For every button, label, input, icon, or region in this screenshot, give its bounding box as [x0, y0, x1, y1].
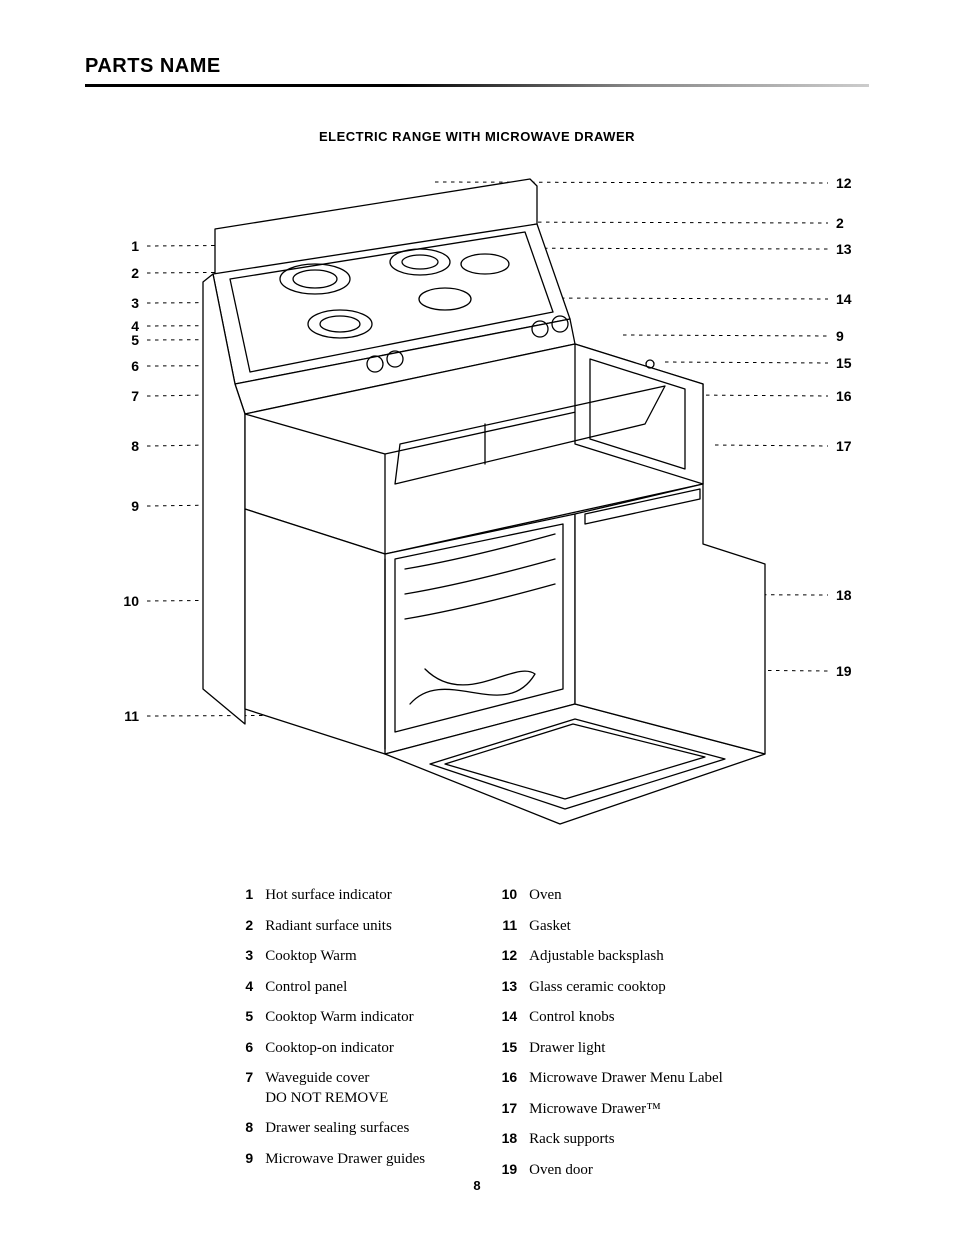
legend-num: 16 [495, 1069, 517, 1085]
legend-num: 15 [495, 1039, 517, 1055]
legend-item-2: 2 Radiant surface units [231, 917, 425, 937]
legend-item-9: 9 Microwave Drawer guides [231, 1150, 425, 1170]
diagram-title: ELECTRIC RANGE WITH MICROWAVE DRAWER [85, 129, 869, 144]
legend-item-8: 8 Drawer sealing surfaces [231, 1119, 425, 1139]
legend-column-2: 10 Oven 11 Gasket 12 Adjustable backsplash 13 G… [495, 886, 723, 1180]
callout-5: 5 [117, 333, 143, 347]
legend-column-1: 1 Hot surface indicator 2 Radiant surface u… [231, 886, 425, 1180]
callout-17: 17 [832, 439, 862, 453]
legend-item-4: 4 Control panel [231, 978, 425, 998]
callout-2: 2 [832, 216, 862, 230]
legend-num: 4 [231, 978, 253, 994]
page-container: PARTS NAME ELECTRIC RANGE WITH MICROWAVE… [0, 0, 954, 1235]
legend-text: Cooktop-on indicator [265, 1039, 394, 1059]
legend-num: 1 [231, 886, 253, 902]
legend-text: Radiant surface units [265, 917, 392, 937]
callout-13: 13 [832, 242, 862, 256]
legend-item-17: 17 Microwave Drawer™ [495, 1100, 723, 1120]
callout-6: 6 [117, 359, 143, 373]
callout-3: 3 [117, 296, 143, 310]
legend-text: Microwave Drawer Menu Label [529, 1069, 723, 1089]
callout-9: 9 [832, 329, 862, 343]
legend-num: 6 [231, 1039, 253, 1055]
callout-1: 1 [117, 239, 143, 253]
callout-14: 14 [832, 292, 862, 306]
legend-num: 3 [231, 947, 253, 963]
legend-text: Cooktop Warm indicator [265, 1008, 414, 1028]
legend-num: 8 [231, 1119, 253, 1135]
legend-item-1: 1 Hot surface indicator [231, 886, 425, 906]
legend-text: Oven [529, 886, 562, 906]
legend-text: Rack supports [529, 1130, 614, 1150]
callout-12: 12 [832, 176, 862, 190]
legend-num: 18 [495, 1130, 517, 1146]
legend-text: Waveguide coverDO NOT REMOVE [265, 1069, 388, 1108]
legend-item-16: 16 Microwave Drawer Menu Label [495, 1069, 723, 1089]
legend-text: Adjustable backsplash [529, 947, 664, 967]
callout-8: 8 [117, 439, 143, 453]
legend-text: Control knobs [529, 1008, 614, 1028]
legend-item-15: 15 Drawer light [495, 1039, 723, 1059]
legend-num: 14 [495, 1008, 517, 1024]
callout-7: 7 [117, 389, 143, 403]
legend-item-10: 10 Oven [495, 886, 723, 906]
legend-num: 5 [231, 1008, 253, 1024]
legend-text: Cooktop Warm [265, 947, 356, 967]
legend-num: 12 [495, 947, 517, 963]
callout-2: 2 [117, 266, 143, 280]
parts-legend: 1 Hot surface indicator 2 Radiant surface u… [85, 886, 869, 1180]
legend-num: 7 [231, 1069, 253, 1085]
legend-item-3: 3 Cooktop Warm [231, 947, 425, 967]
legend-item-12: 12 Adjustable backsplash [495, 947, 723, 967]
legend-text: Drawer light [529, 1039, 605, 1059]
callout-10: 10 [117, 594, 143, 608]
callout-11: 11 [117, 709, 143, 723]
legend-item-7: 7 Waveguide coverDO NOT REMOVE [231, 1069, 425, 1108]
legend-num: 11 [495, 917, 517, 933]
legend-num: 9 [231, 1150, 253, 1166]
legend-item-11: 11 Gasket [495, 917, 723, 937]
callout-16: 16 [832, 389, 862, 403]
legend-text: Microwave Drawer™ [529, 1100, 661, 1120]
legend-text: Gasket [529, 917, 571, 937]
heading-rule [85, 84, 869, 87]
callout-9: 9 [117, 499, 143, 513]
legend-text: Control panel [265, 978, 347, 998]
legend-text: Glass ceramic cooktop [529, 978, 666, 998]
legend-num: 17 [495, 1100, 517, 1116]
legend-text: Microwave Drawer guides [265, 1150, 425, 1170]
callout-19: 19 [832, 664, 862, 678]
legend-num: 19 [495, 1161, 517, 1177]
legend-num: 2 [231, 917, 253, 933]
legend-item-6: 6 Cooktop-on indicator [231, 1039, 425, 1059]
legend-item-18: 18 Rack supports [495, 1130, 723, 1150]
legend-text: Hot surface indicator [265, 886, 392, 906]
page-number: 8 [0, 1178, 954, 1193]
legend-item-13: 13 Glass ceramic cooktop [495, 978, 723, 998]
legend-item-14: 14 Control knobs [495, 1008, 723, 1028]
callout-15: 15 [832, 356, 862, 370]
callout-18: 18 [832, 588, 862, 602]
legend-num: 10 [495, 886, 517, 902]
callout-4: 4 [117, 319, 143, 333]
leader-lines-svg [85, 164, 869, 864]
legend-text: Drawer sealing surfaces [265, 1119, 409, 1139]
parts-diagram: 1234567891011122131491516171819 [85, 164, 869, 864]
legend-num: 13 [495, 978, 517, 994]
legend-item-5: 5 Cooktop Warm indicator [231, 1008, 425, 1028]
range-illustration [203, 179, 765, 824]
page-heading: PARTS NAME [85, 55, 869, 78]
